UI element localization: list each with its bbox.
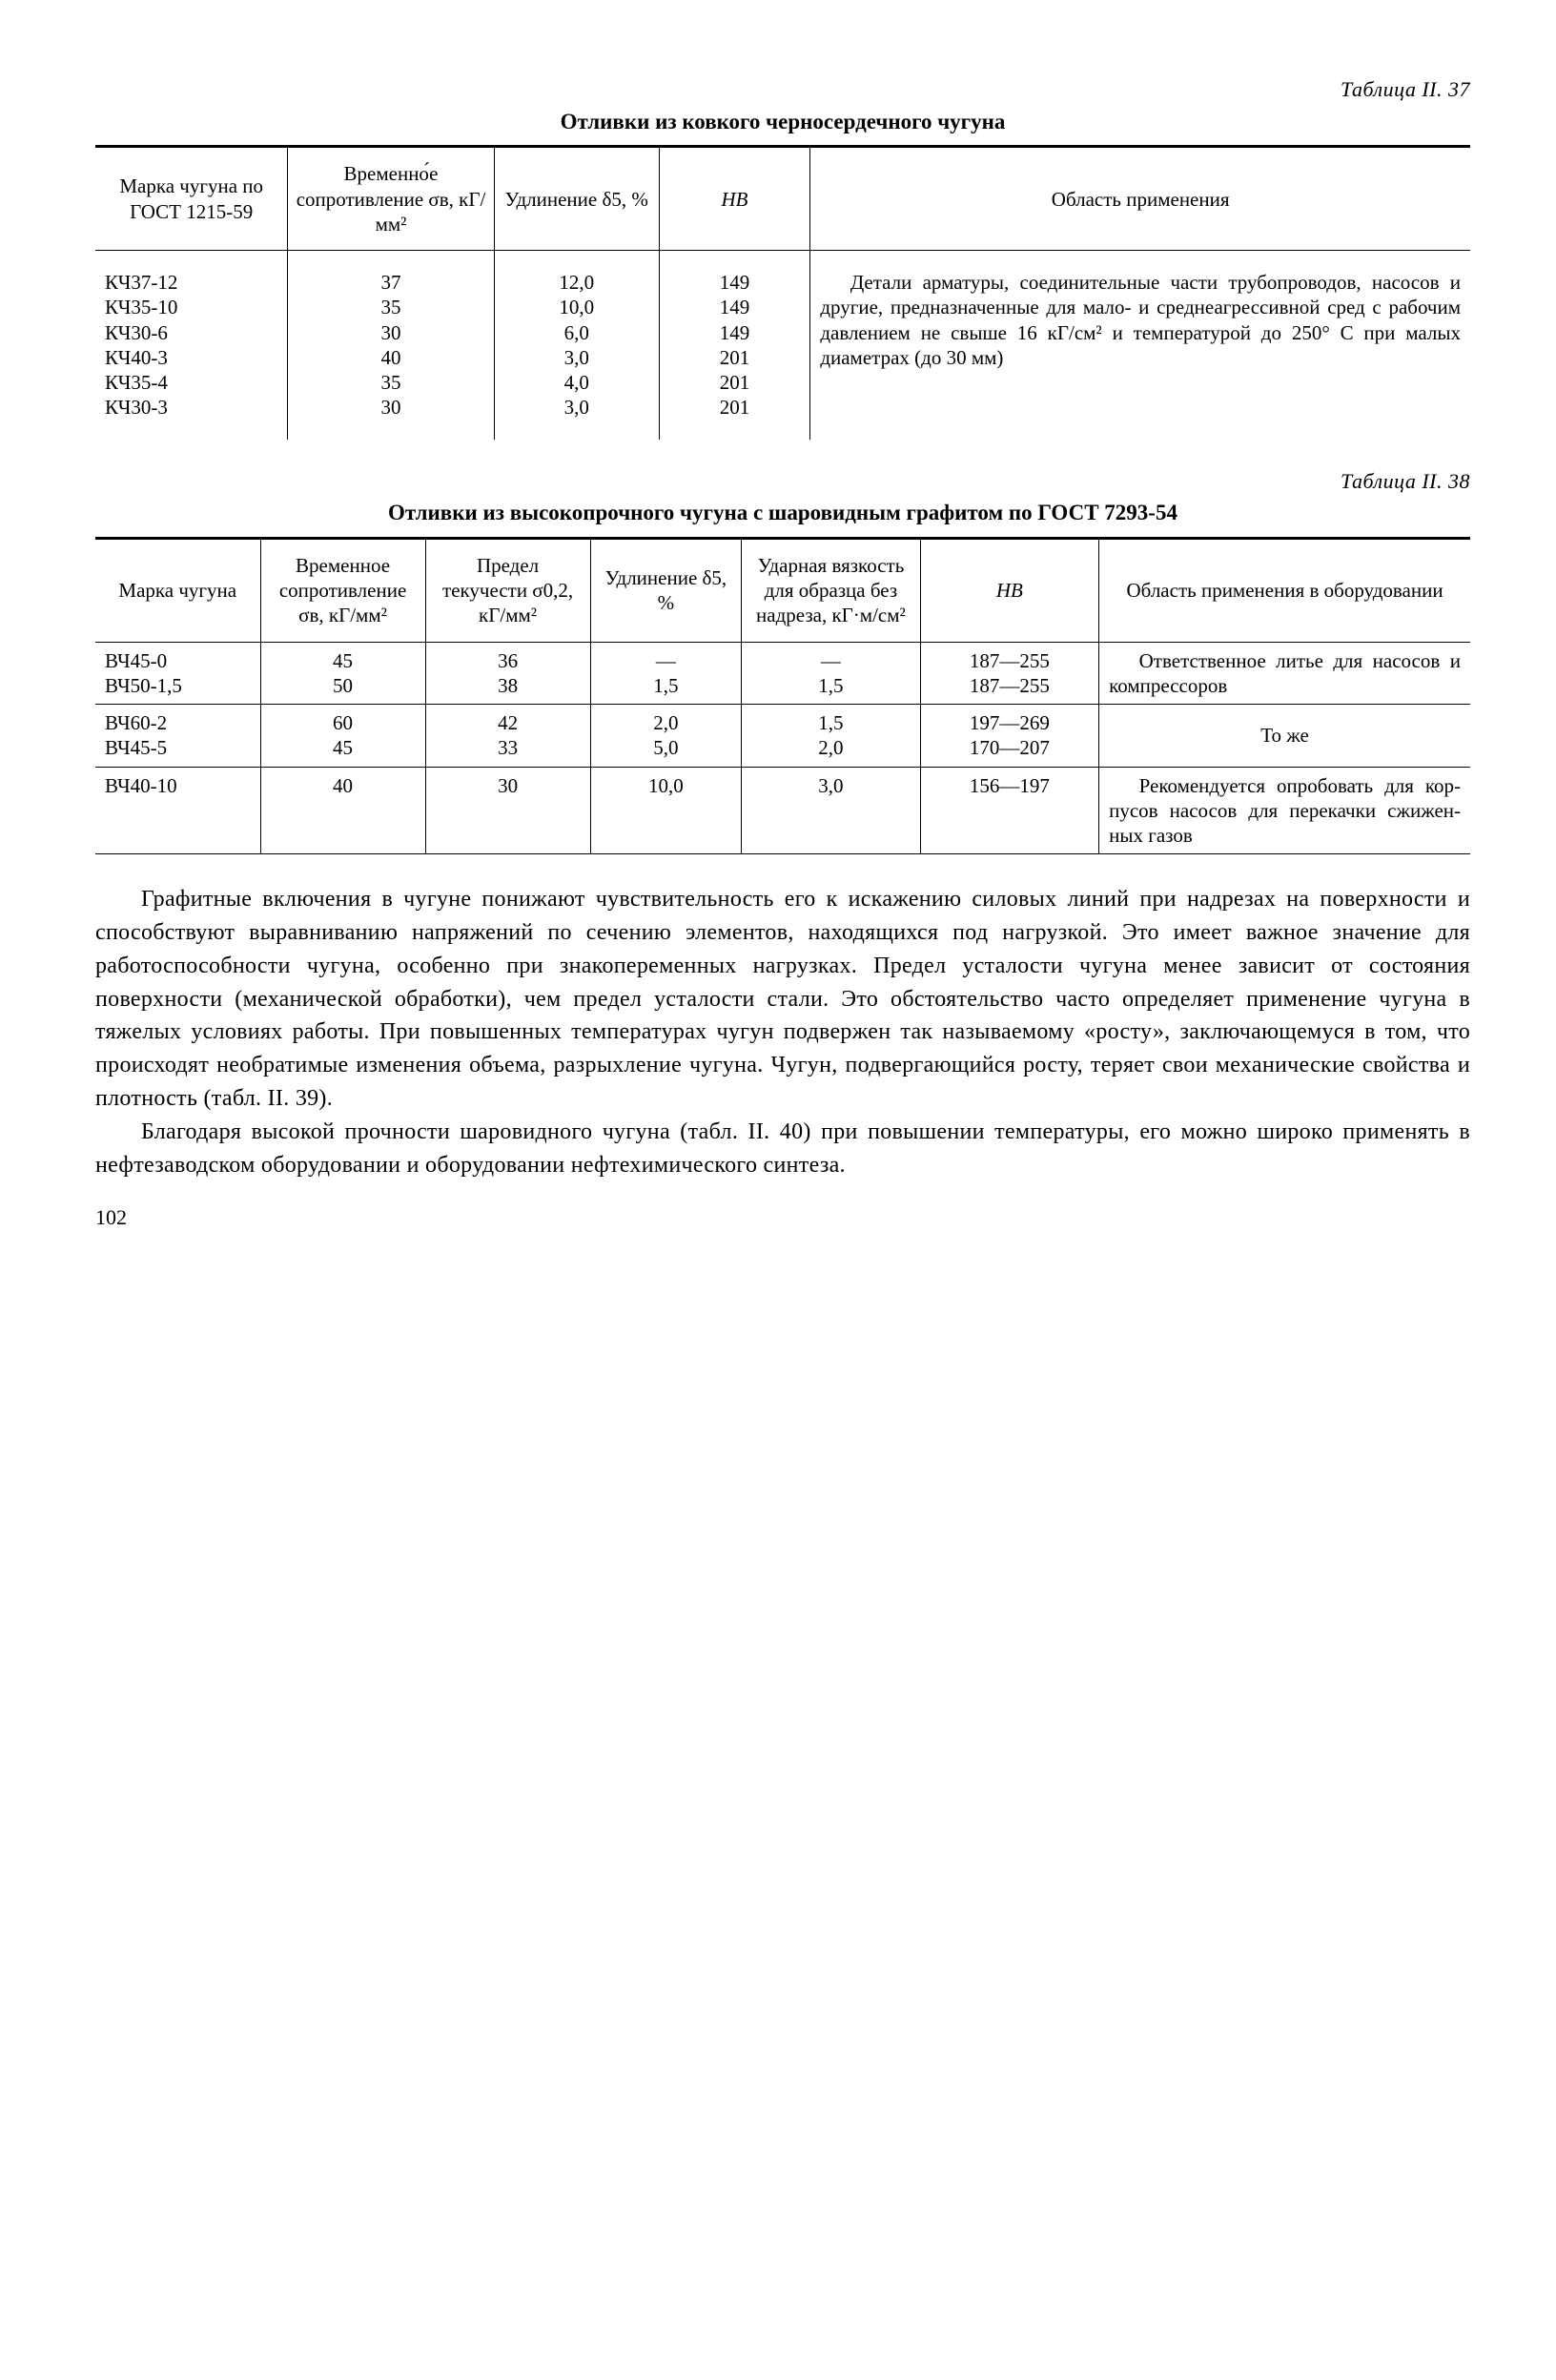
t37-application: Детали арматуры, соединительные части тр…: [810, 251, 1470, 440]
t38-g2-app: То же: [1099, 705, 1470, 768]
t38-g2-impact: 1,5 2,0: [742, 705, 920, 768]
t38-h0: Марка чугуна: [95, 538, 260, 642]
t38-g1-sigma02: 36 38: [425, 642, 590, 705]
page-number: 102: [95, 1204, 1470, 1231]
t38-g3-delta: 10,0: [590, 767, 742, 854]
table-row: ВЧ40-10 40 30 10,0 3,0 156—197 Рекоменду…: [95, 767, 1470, 854]
t38-g3-impact: 3,0: [742, 767, 920, 854]
t38-h6: Область применения в оборудовании: [1099, 538, 1470, 642]
t38-g3-hb: 156—197: [920, 767, 1098, 854]
t38-g2-grades: ВЧ60-2 ВЧ45-5: [95, 705, 260, 768]
t38-g1-delta: — 1,5: [590, 642, 742, 705]
t38-g3-app: Рекомендуется опробовать для кор­пусов н…: [1099, 767, 1470, 854]
table-row: ВЧ45-0 ВЧ50-1,5 45 50 36 38 — 1,5 — 1,5 …: [95, 642, 1470, 705]
paragraph-1: Графитные включения в чугуне понижают чу…: [95, 883, 1470, 1116]
t38-g2-delta: 2,0 5,0: [590, 705, 742, 768]
t38-g1-impact: — 1,5: [742, 642, 920, 705]
t38-g1-grades: ВЧ45-0 ВЧ50-1,5: [95, 642, 260, 705]
t38-g2-sigma02: 42 33: [425, 705, 590, 768]
t37-h0: Марка чугуна по ГОСТ 1215-59: [95, 147, 288, 251]
t37-h2: Удлине­ние δ5, %: [494, 147, 659, 251]
t38-h3: Удлине­ние δ5, %: [590, 538, 742, 642]
t38-g3-sigma02: 30: [425, 767, 590, 854]
table-row: КЧ37-12 КЧ35-10 КЧ30-6 КЧ40-3 КЧ35-4 КЧ3…: [95, 251, 1470, 440]
t37-hb: 149 149 149 201 201 201: [659, 251, 810, 440]
paragraph-2: Благодаря высокой прочности шаровидного …: [95, 1116, 1470, 1182]
t38-g1-hb: 187—255 187—255: [920, 642, 1098, 705]
table-row: ВЧ60-2 ВЧ45-5 60 45 42 33 2,0 5,0 1,5 2,…: [95, 705, 1470, 768]
t38-g1-sigma: 45 50: [260, 642, 425, 705]
t38-h4: Ударная вязкость для образ­ца без надрез…: [742, 538, 920, 642]
t38-h1: Времен­ное сопро­тивление σв, кГ/мм²: [260, 538, 425, 642]
t38-g2-hb: 197—269 170—207: [920, 705, 1098, 768]
t38-g1-app: Ответственное литье для насосов и компре…: [1099, 642, 1470, 705]
t37-delta: 12,0 10,0 6,0 3,0 4,0 3,0: [494, 251, 659, 440]
table37-header-row: Марка чугуна по ГОСТ 1215-59 Временно́е …: [95, 147, 1470, 251]
table38-header-row: Марка чугуна Времен­ное сопро­тивление σ…: [95, 538, 1470, 642]
table38-title: Отливки из высокопрочного чугуна с шаров…: [95, 500, 1470, 527]
t37-grades: КЧ37-12 КЧ35-10 КЧ30-6 КЧ40-3 КЧ35-4 КЧ3…: [95, 251, 288, 440]
t38-h5: HB: [920, 538, 1098, 642]
t38-h2: Предел текучести σ0,2, кГ/мм²: [425, 538, 590, 642]
t38-g2-sigma: 60 45: [260, 705, 425, 768]
t37-h4: Область применения: [810, 147, 1470, 251]
t37-h3: HB: [659, 147, 810, 251]
table37: Марка чугуна по ГОСТ 1215-59 Временно́е …: [95, 145, 1470, 439]
t38-g3-grade: ВЧ40-10: [95, 767, 260, 854]
table37-number: Таблица II. 37: [95, 76, 1470, 103]
table37-title: Отливки из ковкого черносердечного чугун…: [95, 109, 1470, 136]
table38-number: Таблица II. 38: [95, 468, 1470, 495]
table38: Марка чугуна Времен­ное сопро­тивление σ…: [95, 537, 1470, 855]
t37-h1: Временно́е сопротивле­ние σв, кГ/мм²: [288, 147, 494, 251]
t37-sigma: 37 35 30 40 35 30: [288, 251, 494, 440]
t38-g3-sigma: 40: [260, 767, 425, 854]
